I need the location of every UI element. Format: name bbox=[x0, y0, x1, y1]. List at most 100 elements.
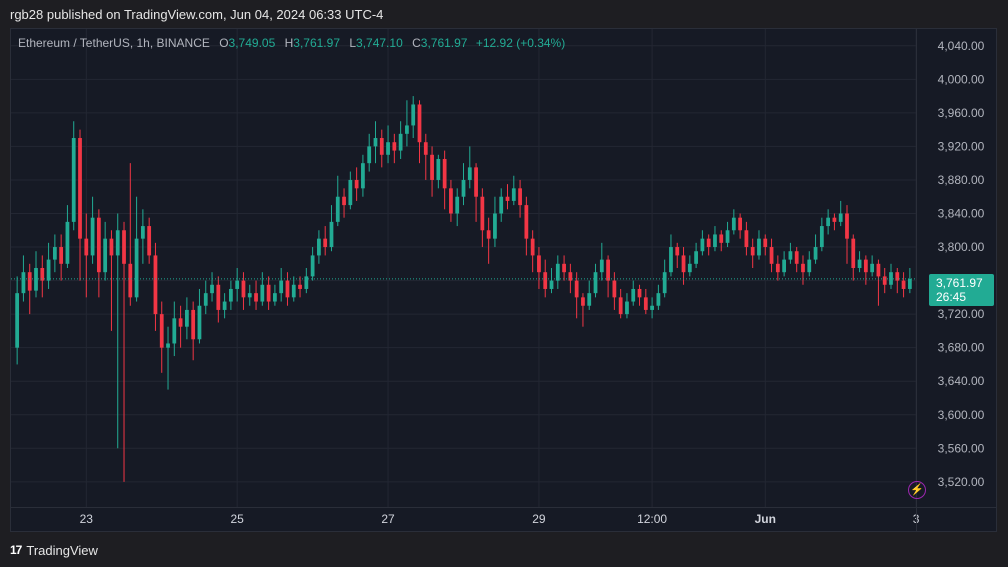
candle-body bbox=[807, 259, 812, 273]
candle-body bbox=[285, 280, 290, 298]
lightning-bolt-icon[interactable]: ⚡ bbox=[908, 481, 926, 499]
candle-body bbox=[700, 238, 705, 252]
candle-body bbox=[21, 272, 26, 294]
candle-body bbox=[801, 263, 805, 273]
y-tick-label: 3,520.00 bbox=[938, 475, 985, 489]
candle-body bbox=[493, 213, 497, 239]
candle-body bbox=[335, 196, 340, 222]
candle-body bbox=[738, 217, 743, 231]
candle-body bbox=[310, 255, 315, 277]
candle-body bbox=[675, 247, 680, 256]
candle-body bbox=[643, 297, 648, 310]
candle-body bbox=[103, 238, 108, 273]
candle-body bbox=[499, 196, 504, 214]
candle-body bbox=[530, 238, 535, 256]
candle-body bbox=[178, 318, 183, 327]
candle-body bbox=[423, 142, 428, 155]
y-tick-label: 3,960.00 bbox=[938, 106, 985, 120]
candle-body bbox=[449, 188, 453, 214]
candle-body bbox=[398, 133, 403, 151]
y-tick-label: 3,600.00 bbox=[938, 408, 985, 422]
y-tick-label: 3,680.00 bbox=[938, 341, 985, 355]
low-value: 3,747.10 bbox=[356, 36, 403, 50]
close-label: C bbox=[412, 36, 421, 50]
chart-panel[interactable]: Ethereum / TetherUS, 1h, BINANCE O3,749.… bbox=[10, 28, 997, 532]
candle-body bbox=[581, 297, 585, 306]
last-price-tag: 3,761.97 26:45 bbox=[929, 274, 994, 306]
candle-body bbox=[260, 284, 265, 302]
candle-body bbox=[254, 293, 258, 302]
open-label: O bbox=[219, 36, 229, 50]
candle-body bbox=[901, 280, 906, 289]
candle-body bbox=[147, 226, 152, 256]
candle-body bbox=[317, 238, 321, 256]
candle-body bbox=[46, 259, 51, 281]
candle-body bbox=[568, 272, 573, 281]
candle-body bbox=[813, 247, 818, 260]
candle-body bbox=[109, 238, 114, 256]
candle-body bbox=[480, 196, 485, 231]
candle-body bbox=[543, 272, 548, 289]
candle-body bbox=[467, 167, 472, 180]
candle-body bbox=[191, 309, 196, 340]
candle-body bbox=[197, 305, 202, 340]
candle-body bbox=[436, 158, 441, 180]
footer-brand[interactable]: TradingView bbox=[26, 542, 98, 558]
candlestick-chart[interactable]: 4,040.00 4,000.00 3,960.00 3,920.00 3,880.00… bbox=[11, 29, 996, 531]
x-tick-label: 27 bbox=[381, 512, 395, 526]
tradingview-logo-icon[interactable]: 17 bbox=[10, 543, 22, 557]
candle-body bbox=[757, 238, 761, 256]
publisher-info: rgb28 published on TradingView.com, Jun … bbox=[10, 7, 384, 22]
candle-body bbox=[40, 268, 45, 281]
symbol-title[interactable]: Ethereum / TetherUS, 1h, BINANCE bbox=[18, 36, 210, 50]
candle-body bbox=[505, 196, 510, 201]
candle-body bbox=[851, 238, 856, 268]
candle-body bbox=[210, 284, 214, 294]
candle-body bbox=[59, 247, 64, 264]
candle-body bbox=[122, 230, 126, 264]
candle-body bbox=[15, 293, 20, 348]
candle-body bbox=[832, 217, 837, 222]
candle-body bbox=[719, 234, 724, 243]
candle-body bbox=[882, 276, 887, 285]
x-tick-label: 25 bbox=[230, 512, 244, 526]
x-tick-label: 29 bbox=[532, 512, 546, 526]
candle-body bbox=[788, 251, 793, 260]
candle-body bbox=[392, 142, 397, 151]
y-tick-label: 3,880.00 bbox=[938, 173, 985, 187]
x-tick-label: Jun bbox=[755, 512, 776, 526]
candle-body bbox=[90, 217, 95, 256]
candle-body bbox=[694, 251, 698, 264]
candle-body bbox=[656, 293, 661, 306]
bar-countdown: 26:45 bbox=[936, 290, 967, 304]
candle-body bbox=[84, 238, 89, 256]
candle-body bbox=[474, 167, 478, 197]
candle-body bbox=[574, 280, 579, 298]
candle-body bbox=[27, 272, 32, 291]
candle-body bbox=[411, 104, 416, 126]
candle-body bbox=[229, 288, 233, 302]
candle-body bbox=[354, 179, 359, 189]
candle-body bbox=[625, 301, 629, 315]
candle-body bbox=[52, 247, 57, 260]
candle-body bbox=[323, 238, 328, 248]
candle-body bbox=[537, 255, 541, 273]
change-value: +12.92 (+0.34%) bbox=[475, 36, 566, 50]
candle-body bbox=[486, 230, 491, 239]
candle-body bbox=[555, 263, 560, 281]
candle-body bbox=[725, 230, 730, 243]
footer: 17 TradingView bbox=[10, 541, 98, 559]
candle-body bbox=[348, 179, 353, 206]
candle-body bbox=[587, 293, 592, 306]
candle-body bbox=[518, 188, 522, 206]
candle-body bbox=[606, 259, 610, 281]
candle-body bbox=[222, 301, 227, 310]
y-tick-label: 3,560.00 bbox=[938, 441, 985, 455]
y-tick-label: 3,840.00 bbox=[938, 206, 985, 220]
candle-body bbox=[78, 138, 82, 239]
candle-body bbox=[876, 263, 881, 277]
candle-body bbox=[430, 154, 434, 180]
candle-body bbox=[763, 238, 768, 248]
candle-body bbox=[298, 284, 302, 289]
candle-body bbox=[662, 272, 667, 294]
